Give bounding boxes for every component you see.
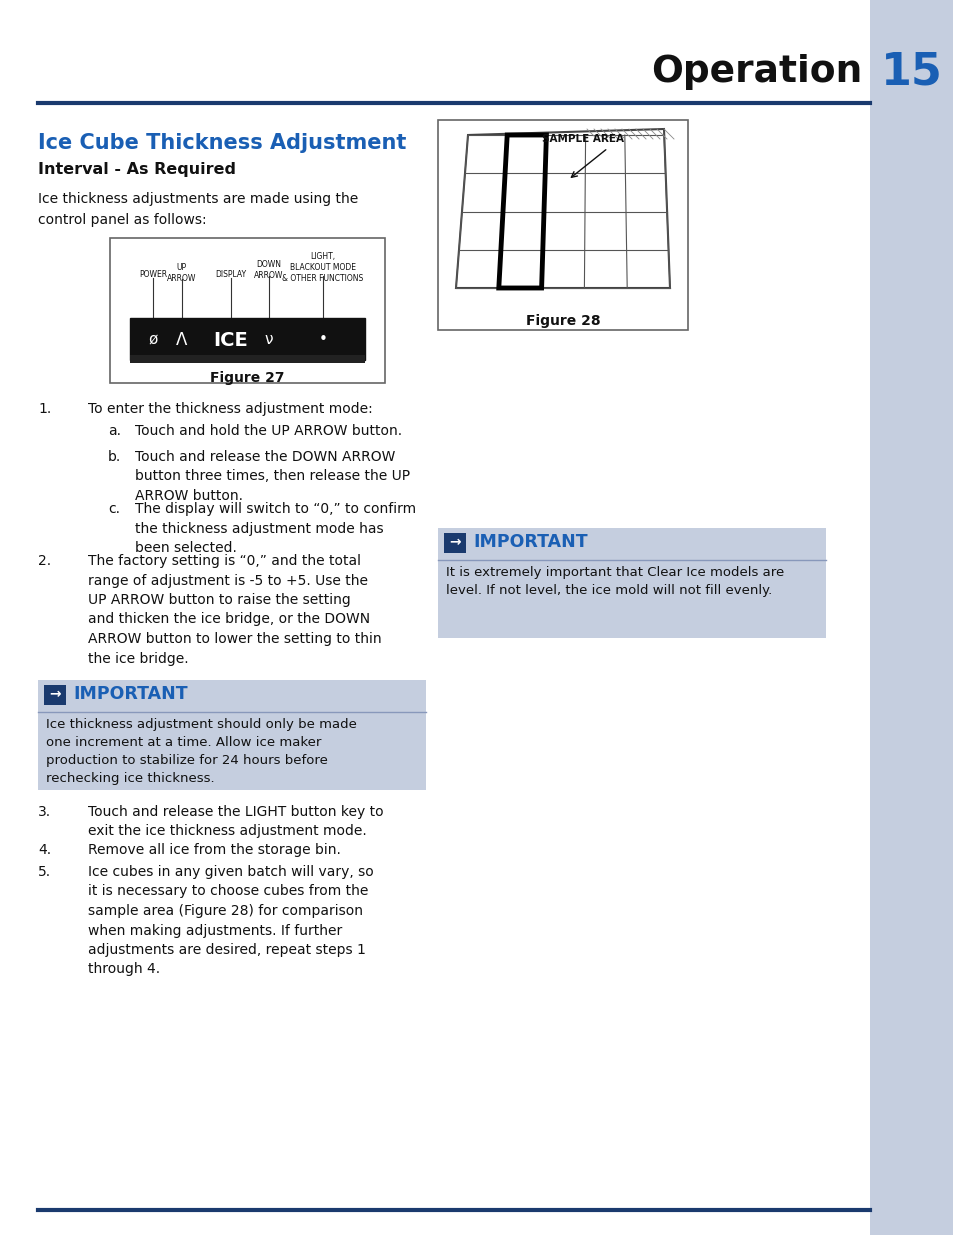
Bar — [38, 680, 426, 713]
Text: a.: a. — [108, 424, 121, 438]
Bar — [44, 685, 66, 705]
Text: The display will switch to “0,” to confirm
the thickness adjustment mode has
bee: The display will switch to “0,” to confi… — [135, 501, 416, 555]
Text: Operation: Operation — [650, 54, 862, 90]
Text: 4.: 4. — [38, 844, 51, 857]
Text: 1.: 1. — [38, 403, 51, 416]
Text: Ice thickness adjustment should only be made
one increment at a time. Allow ice : Ice thickness adjustment should only be … — [46, 718, 356, 785]
Text: b.: b. — [108, 450, 121, 464]
Bar — [443, 534, 465, 553]
Text: UP
ARROW: UP ARROW — [167, 263, 196, 283]
Text: Interval - As Required: Interval - As Required — [38, 162, 235, 177]
Text: Ice Cube Thickness Adjustment: Ice Cube Thickness Adjustment — [38, 133, 406, 153]
Text: POWER: POWER — [139, 270, 168, 279]
Text: Touch and release the LIGHT button key to
exit the ice thickness adjustment mode: Touch and release the LIGHT button key t… — [88, 805, 383, 839]
Text: The factory setting is “0,” and the total
range of adjustment is -5 to +5. Use t: The factory setting is “0,” and the tota… — [88, 555, 381, 666]
Text: →: → — [50, 687, 61, 701]
Text: DOWN
ARROW: DOWN ARROW — [253, 261, 283, 280]
Text: LIGHT,
BLACKOUT MODE
& OTHER FUNCTIONS: LIGHT, BLACKOUT MODE & OTHER FUNCTIONS — [282, 252, 363, 283]
Bar — [437, 529, 825, 638]
Text: Touch and release the DOWN ARROW
button three times, then release the UP
ARROW b: Touch and release the DOWN ARROW button … — [135, 450, 410, 503]
Text: Touch and hold the UP ARROW button.: Touch and hold the UP ARROW button. — [135, 424, 402, 438]
Text: SAMPLE AREA: SAMPLE AREA — [541, 135, 623, 144]
Bar — [110, 238, 385, 383]
Text: DISPLAY: DISPLAY — [215, 270, 247, 279]
Text: Figure 28: Figure 28 — [525, 314, 599, 329]
Text: •: • — [318, 332, 327, 347]
Text: To enter the thickness adjustment mode:: To enter the thickness adjustment mode: — [88, 403, 373, 416]
Text: ν: ν — [264, 332, 273, 347]
Text: Figure 27: Figure 27 — [210, 370, 284, 385]
Bar — [130, 354, 365, 363]
Text: IMPORTANT: IMPORTANT — [473, 534, 587, 551]
Text: IMPORTANT: IMPORTANT — [73, 685, 188, 703]
Text: 2.: 2. — [38, 555, 51, 568]
Text: ICE: ICE — [213, 331, 248, 350]
Text: ø: ø — [149, 332, 158, 347]
Text: Λ: Λ — [175, 331, 187, 350]
Text: 3.: 3. — [38, 805, 51, 819]
Text: c.: c. — [108, 501, 120, 516]
Polygon shape — [456, 128, 669, 288]
Text: Ice thickness adjustments are made using the
control panel as follows:: Ice thickness adjustments are made using… — [38, 191, 358, 226]
Text: Remove all ice from the storage bin.: Remove all ice from the storage bin. — [88, 844, 340, 857]
Bar — [869, 0, 953, 1235]
Bar — [38, 680, 426, 790]
Text: →: → — [449, 535, 460, 550]
Text: 15: 15 — [881, 51, 942, 94]
Text: Ice cubes in any given batch will vary, so
it is necessary to choose cubes from : Ice cubes in any given batch will vary, … — [88, 864, 374, 977]
Bar — [437, 120, 687, 330]
Text: 5.: 5. — [38, 864, 51, 879]
Bar — [437, 529, 825, 559]
Bar — [130, 317, 365, 359]
Text: It is extremely important that Clear Ice models are
level. If not level, the ice: It is extremely important that Clear Ice… — [446, 566, 783, 597]
